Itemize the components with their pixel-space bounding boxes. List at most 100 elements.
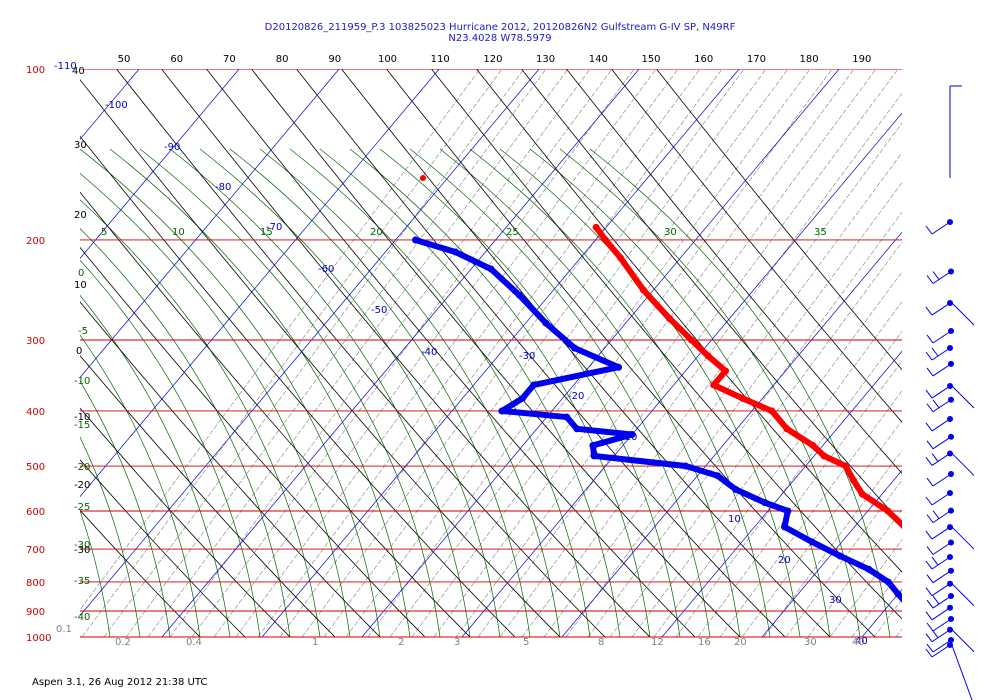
isotherm-label: -110 — [54, 61, 77, 72]
dewpoint-profile-segment — [542, 319, 578, 352]
moist-adiabat-line — [0, 149, 50, 637]
dewpoint-profile-point — [957, 623, 964, 630]
mixing-ratio-line — [521, 122, 902, 638]
moist-adiabat-line — [349, 148, 651, 638]
top-axis-labels: 50 60 70 80 90 100 110 120 130 140 150 160 170 180 190 — [118, 54, 872, 65]
mixing-ratio-line — [763, 449, 902, 638]
moist-adiabat-line — [80, 634, 81, 637]
top-axis-tick-label: 190 — [852, 54, 871, 65]
temperature-profile-point — [639, 286, 647, 294]
isotherm-line — [80, 69, 240, 259]
temperature-profile-point — [995, 602, 1000, 609]
temperature-profile-point — [965, 578, 972, 585]
mixing-ratio-label: 20 — [734, 637, 747, 648]
wind-barb-staff — [931, 629, 951, 643]
moist-adiabat-line — [80, 509, 111, 638]
dewpoint-profile-segment — [498, 407, 570, 421]
dewpoint-profile-segment — [960, 627, 982, 637]
wind-barb-staff — [949, 639, 973, 700]
mixing-ratio-label: 5 — [523, 637, 529, 648]
grid-lines — [0, 69, 902, 638]
wind-barb-staff — [932, 639, 952, 653]
mixing-ratio-label: 1 — [312, 637, 318, 648]
pressure-tick-label: 1000 — [26, 633, 51, 644]
wind-barb-feather — [926, 403, 934, 413]
moist-adiabat-line — [499, 148, 801, 638]
moist-adiabat-line — [319, 148, 621, 638]
mixing-ratio-line — [125, 69, 547, 638]
moist-adiabat-label: -35 — [74, 576, 90, 587]
dry-adiabat-line — [80, 407, 291, 638]
wind-barb-staff — [951, 526, 975, 550]
mixing-ratio-line — [213, 69, 635, 638]
title-line-1: D20120826_211959_P.3 103825023 Hurricane… — [264, 22, 736, 33]
temperature-profile-point — [809, 441, 817, 449]
mixing-ratio-line — [631, 271, 902, 638]
wind-barb-feather — [931, 347, 939, 357]
moist-adiabat-line — [80, 294, 231, 638]
temperature-profile-point — [617, 254, 625, 262]
top-axis-tick-label: 50 — [118, 54, 131, 65]
temperature-profile-point — [710, 381, 718, 389]
temperature-profile-point — [900, 524, 902, 530]
wind-barb-staff — [932, 618, 952, 632]
temperature-profile-segment — [710, 381, 746, 402]
pressure-axis-labels: 100 200 300 400 500 600 700 800 900 1000 — [26, 65, 51, 644]
dry-adiabat-line — [80, 79, 561, 638]
isotherm-line — [561, 231, 902, 638]
dry-adiabat-line — [655, 69, 902, 371]
wind-barb-feather — [926, 477, 934, 487]
temperature-profile-segment — [988, 594, 998, 605]
wind-barb-staff — [951, 302, 975, 326]
dewpoint-profile-point — [573, 425, 581, 433]
dry-adiabat-line — [80, 135, 516, 638]
moist-adiabat-label: 15 — [260, 227, 273, 238]
wind-barb-feather — [925, 389, 933, 399]
isotherm-label: -70 — [266, 222, 282, 233]
mixing-ratio-label: 3 — [454, 637, 460, 648]
mixing-ratio-line — [389, 69, 811, 638]
dewpoint-profile-segment — [412, 236, 459, 256]
mixing-ratio-line — [279, 69, 701, 638]
wind-barb-feather — [926, 622, 934, 632]
mixing-ratio-line — [81, 69, 503, 638]
wind-barb-feather — [932, 271, 940, 280]
isotherm-label: -80 — [215, 182, 231, 193]
wind-barb-feather — [932, 399, 940, 409]
wind-barb-staff — [931, 302, 951, 316]
isotherm-label: -40 — [421, 347, 437, 358]
wind-barb-staff — [951, 385, 975, 409]
isotherm-line — [80, 69, 440, 498]
dry-adiabat-line — [80, 246, 426, 638]
mixing-ratio-line — [345, 69, 767, 638]
mixing-ratio-label: 0.2 — [115, 637, 131, 648]
wind-barb-feather — [932, 595, 940, 605]
moist-adiabat-line — [80, 380, 171, 638]
dewpoint-profile-point — [979, 634, 986, 641]
moist-adiabat-label: -15 — [74, 420, 90, 431]
temperature-profile-point — [985, 590, 992, 597]
temperature-profile-point — [722, 367, 730, 375]
pressure-tick-label: 600 — [26, 507, 45, 518]
isotherm-line — [161, 69, 640, 638]
wind-barb-feather — [925, 648, 933, 658]
wind-barb-staff — [932, 363, 952, 377]
moist-adiabat-line — [529, 148, 831, 638]
inner-line-labels: -110-100-90-80-70-60-50-40-30-20-1010203… — [54, 61, 868, 648]
isotherm-label: -90 — [164, 142, 180, 153]
wind-barb-feather — [931, 556, 939, 566]
dewpoint-profile-point — [894, 590, 902, 598]
moist-adiabat-line — [229, 148, 531, 638]
dewpoint-profile-point — [615, 363, 623, 371]
dry-adiabat-label: 30 — [74, 140, 87, 151]
dewpoint-profile-segment — [571, 345, 622, 371]
moist-adiabat-line — [80, 148, 381, 638]
wind-barb-staff — [931, 221, 951, 235]
dewpoint-profile-segment — [488, 266, 523, 299]
moist-adiabat-label: -40 — [74, 612, 90, 623]
temperature-profile-segment — [901, 525, 902, 529]
mixing-ratio-line — [609, 241, 902, 638]
dewpoint-profile-segment — [573, 425, 636, 438]
pressure-tick-label: 200 — [26, 236, 45, 247]
